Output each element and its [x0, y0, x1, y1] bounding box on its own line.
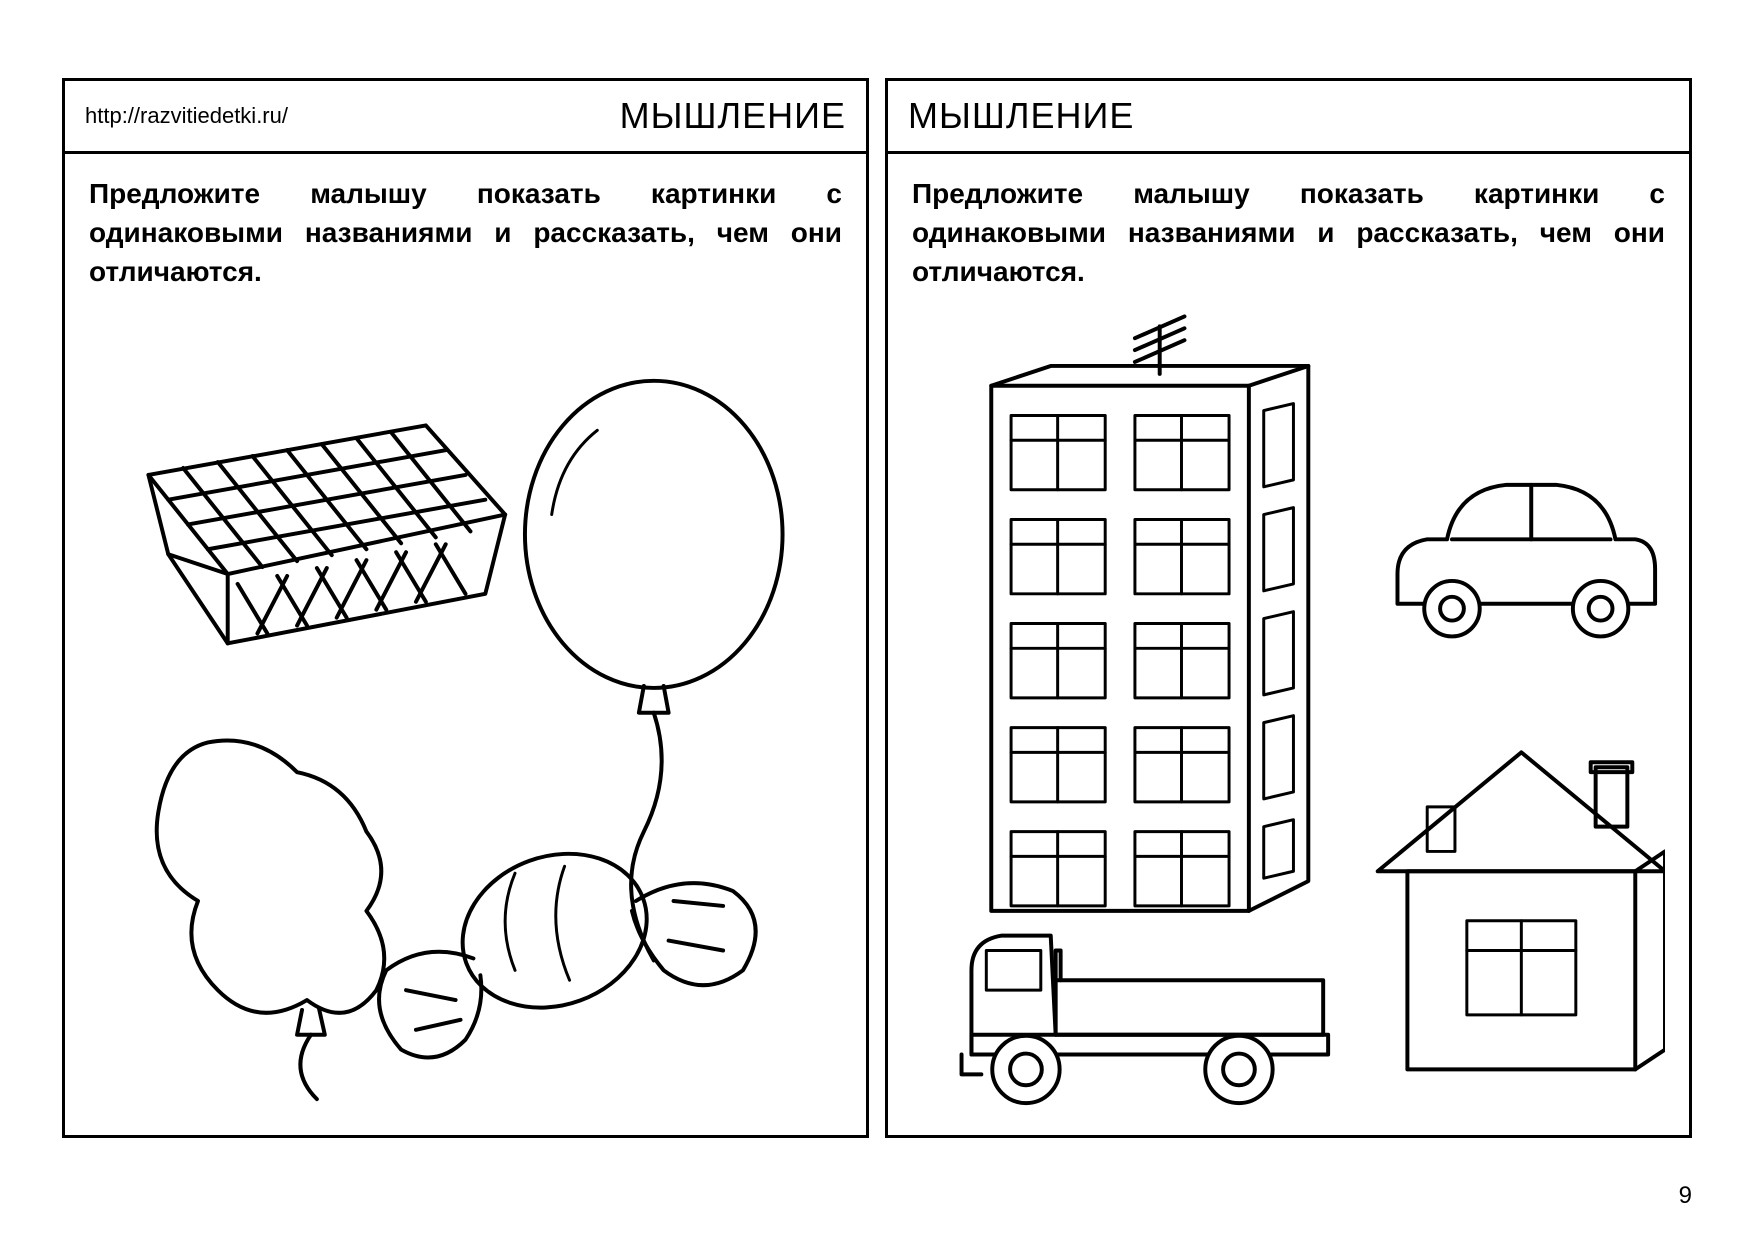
candy-icon: [379, 828, 756, 1057]
right-panel-title: МЫШЛЕНИЕ: [908, 95, 1134, 137]
basket-icon: [148, 425, 505, 643]
right-illustrations: [912, 310, 1665, 1115]
house-icon: [1378, 752, 1665, 1069]
source-url: http://razvitiedetki.ru/: [85, 103, 288, 129]
page-number: 9: [1679, 1182, 1692, 1210]
left-panel-header: http://razvitiedetki.ru/ МЫШЛЕНИЕ: [65, 81, 866, 154]
left-panel: http://razvitiedetki.ru/ МЫШЛЕНИЕ Предло…: [62, 78, 869, 1138]
balloon-deflated-icon: [157, 740, 385, 1099]
right-panel-header: МЫШЛЕНИЕ: [888, 81, 1689, 154]
left-panel-title: МЫШЛЕНИЕ: [620, 95, 846, 137]
right-panel-body: Предложите малышу показать картинки с од…: [888, 154, 1689, 1135]
left-instruction: Предложите малышу показать картинки с од…: [89, 174, 842, 292]
left-panel-body: Предложите малышу показать картинки с од…: [65, 154, 866, 1135]
truck-icon: [962, 935, 1329, 1102]
car-icon: [1397, 484, 1655, 636]
apartment-building-icon: [991, 316, 1308, 910]
worksheet-container: http://razvitiedetki.ru/ МЫШЛЕНИЕ Предло…: [62, 78, 1692, 1138]
left-illustrations: [89, 310, 842, 1115]
right-instruction: Предложите малышу показать картинки с од…: [912, 174, 1665, 292]
right-panel: МЫШЛЕНИЕ Предложите малышу показать карт…: [885, 78, 1692, 1138]
